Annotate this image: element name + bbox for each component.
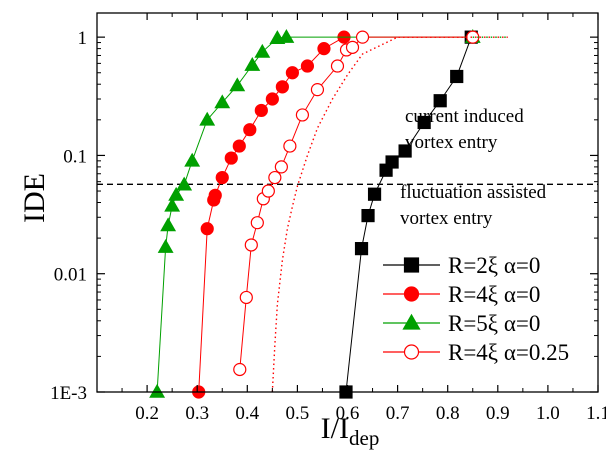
data-point-circle xyxy=(265,92,279,106)
data-point-open-circle xyxy=(355,30,370,44)
data-point-triangle xyxy=(244,57,261,71)
data-point-open-circle xyxy=(239,290,253,305)
data-point-square xyxy=(403,257,420,273)
data-point-open-circle xyxy=(345,40,360,54)
data-point-circle xyxy=(285,66,299,80)
data-point-open-circle xyxy=(244,238,258,252)
data-point-circle xyxy=(254,103,268,118)
x-tick-label: 0.9 xyxy=(486,403,510,424)
data-point-triangle xyxy=(229,77,246,92)
data-point-triangle xyxy=(160,217,177,232)
tick-layer: 0.2 0.3 0.4 0.5 0.6 0.7 0.8 0.9 1.0 1.1 1E-3 0.01 0.… xyxy=(50,13,606,424)
data-point-circle xyxy=(215,170,229,185)
data-point-triangle xyxy=(149,383,166,398)
data-point-triangle xyxy=(164,197,181,212)
series-1 xyxy=(192,30,351,399)
data-point-triangle xyxy=(254,43,271,58)
legend-label: R=4ξ α=0 xyxy=(448,282,540,307)
data-point-circle xyxy=(208,188,222,202)
data-point-open-circle xyxy=(261,184,275,198)
data-point-circle xyxy=(300,59,315,73)
data-point-circle xyxy=(243,123,257,137)
legend: R=2ξ α=0 R=4ξ α=0 R=5ξ α=0 R=4ξ α=0.25 xyxy=(383,253,569,365)
data-point-triangle xyxy=(214,94,231,109)
data-point-square xyxy=(398,144,412,158)
series-line xyxy=(239,36,473,370)
data-point-square xyxy=(417,115,431,130)
legend-label: R=2ξ α=0 xyxy=(448,253,540,278)
data-point-open-circle xyxy=(283,139,297,153)
series-2 xyxy=(149,29,481,398)
legend-label: R=5ξ α=0 xyxy=(448,311,540,336)
data-point-triangle xyxy=(402,313,421,330)
y-tick-label: 0.1 xyxy=(63,146,87,167)
data-point-triangle xyxy=(168,186,185,201)
x-axis-label-main: I/I xyxy=(321,412,349,445)
x-tick-label: 0.5 xyxy=(286,403,310,424)
data-point-triangle xyxy=(199,111,216,126)
x-tick-label: 0.4 xyxy=(235,403,259,424)
data-point-circle xyxy=(232,139,246,153)
data-point-open-circle xyxy=(310,83,325,97)
data-point-square xyxy=(433,94,447,108)
data-point-circle xyxy=(200,222,214,236)
data-point-triangle xyxy=(184,152,201,167)
x-tick-label: 1.0 xyxy=(536,403,560,424)
data-point-square xyxy=(450,69,464,84)
y-tick-label: 1E-3 xyxy=(50,383,87,404)
x-axis-label: I/Idep xyxy=(321,412,380,450)
y-axis-label: IDE xyxy=(18,173,51,223)
data-point-circle xyxy=(403,286,420,302)
annotation-0-line-1: vortex entry xyxy=(405,132,498,153)
data-point-square xyxy=(361,208,375,223)
data-point-open-circle xyxy=(274,160,288,174)
data-point-triangle xyxy=(278,29,295,43)
data-point-open-circle xyxy=(250,216,264,230)
data-point-triangle xyxy=(176,176,193,191)
x-tick-label: 0.3 xyxy=(185,403,209,424)
data-point-circle xyxy=(275,80,289,94)
annotation-1-line-0: fluctuation assisted xyxy=(400,182,547,203)
x-axis-label-subscript: dep xyxy=(349,426,379,450)
data-point-circle xyxy=(317,42,331,56)
x-tick-label: 0.7 xyxy=(386,403,410,424)
data-point-open-circle xyxy=(295,108,310,122)
data-point-square xyxy=(385,155,399,169)
x-tick-label: 0.2 xyxy=(135,403,159,424)
series-3 xyxy=(233,30,480,377)
series-0 xyxy=(339,30,478,399)
y-tick-label: 1 xyxy=(78,28,88,49)
data-point-triangle xyxy=(157,238,174,253)
data-point-open-circle xyxy=(268,170,282,185)
x-tick-label: 1.1 xyxy=(586,403,606,424)
annotation-layer: current induced vortex entry fluctuation a… xyxy=(400,106,547,229)
data-point-open-circle xyxy=(403,344,420,360)
data-point-open-circle xyxy=(233,362,247,377)
series-layer xyxy=(149,29,508,399)
data-point-circle xyxy=(224,151,238,165)
x-tick-label: 0.6 xyxy=(336,403,360,424)
annotation-0-line-0: current induced xyxy=(405,106,524,127)
y-tick-label: 0.01 xyxy=(54,265,87,286)
x-tick-label: 0.8 xyxy=(436,403,460,424)
legend-label: R=4ξ α=0.25 xyxy=(448,340,569,365)
data-point-square xyxy=(367,187,382,201)
data-point-square xyxy=(354,242,369,256)
data-point-open-circle xyxy=(330,59,345,73)
annotation-1-line-1: vortex entry xyxy=(400,208,493,229)
